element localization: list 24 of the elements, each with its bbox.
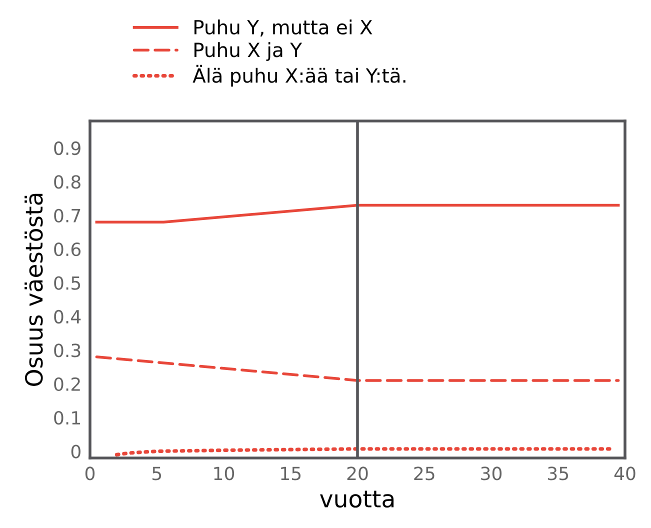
y-tick-label: 0.9 [54,141,80,156]
x-tick-label: 30 [481,466,502,480]
x-tick-label: 20 [347,466,368,480]
y-tick-label: 0.6 [54,242,81,256]
y-tick-label: 0.2 [54,377,80,391]
legend-label: Puhu X ja Y [194,42,302,62]
x-tick-label: 40 [614,466,636,480]
y-tick-label: 0 [71,444,80,458]
y-tick-label: 0.7 [54,208,80,222]
x-tick-label: 25 [414,466,434,480]
x-tick-label: 0 [85,466,95,480]
legend-label: Älä puhu X:ää tai Y:tä. [192,64,406,87]
y-axis-title: Osuus väestöstä [24,194,43,386]
legend-label: Puhu Y, mutta ei X [194,19,372,37]
x-tick-label: 10 [214,466,234,480]
y-tick-label: 0.1 [54,411,80,425]
y-tick-label: 0.5 [54,276,80,290]
x-tick-label: 5 [152,466,162,480]
y-tick-label: 0.8 [54,175,80,189]
x-axis-title: vuotta [320,490,394,508]
x-tick-label: 15 [281,466,301,480]
x-tick-label: 35 [548,466,568,480]
y-tick-label: 0.4 [54,310,81,324]
y-tick-label: 0.3 [54,344,80,358]
